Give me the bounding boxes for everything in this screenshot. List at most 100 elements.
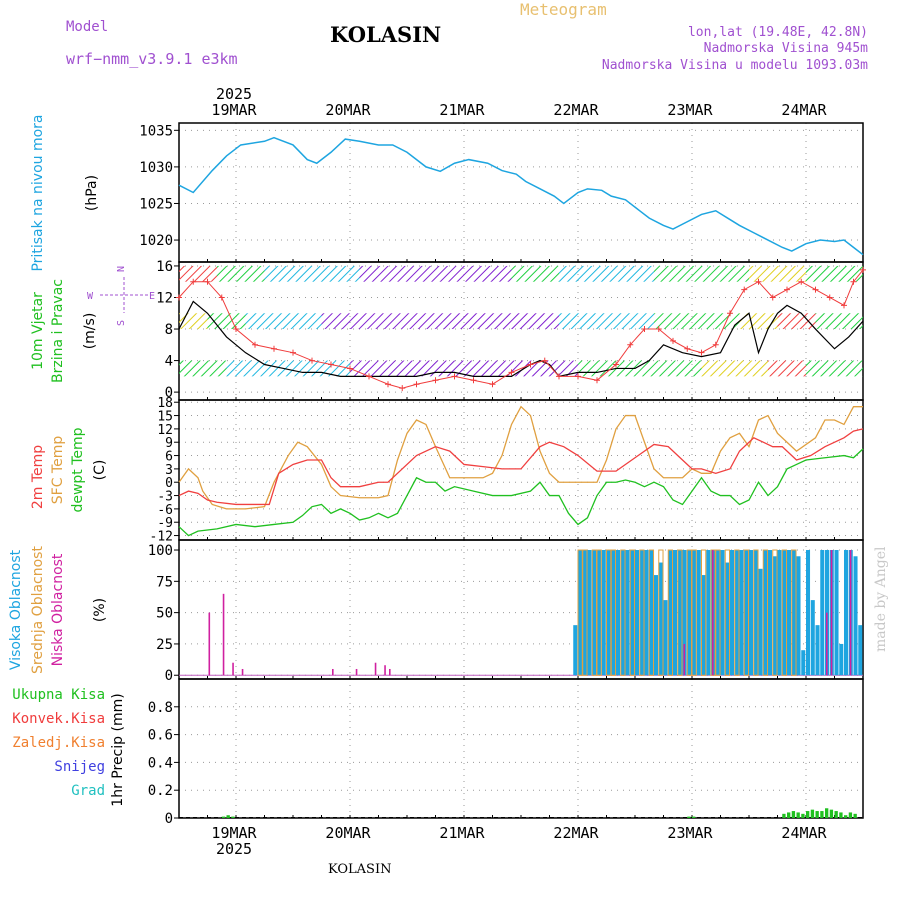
wind-direction-band-0 [654, 265, 749, 282]
cloud-low-bar [332, 668, 334, 676]
y-tick-label: 50 [156, 606, 173, 622]
cloud-high-bar [644, 550, 649, 676]
cloud-mid-bar [762, 549, 769, 676]
wind-gust-marker [698, 349, 705, 356]
y-tick-label: 0.6 [148, 728, 173, 744]
cloud-mid-bar [629, 549, 636, 676]
x-tick-label-top: 19MAR [211, 101, 257, 119]
wind-direction-band-2 [179, 360, 227, 377]
x-tick-label-top: 24MAR [781, 101, 827, 119]
cloud-low-bar [355, 668, 358, 676]
cloud-high-bar [744, 550, 749, 676]
x-tick-label-bottom: 20MAR [325, 824, 371, 842]
wind-gust-marker [798, 278, 805, 285]
pressure-units: (hPa) [84, 175, 100, 211]
x-tick-label-top: 21MAR [439, 101, 485, 119]
wind-direction-band-0 [179, 265, 217, 282]
y-tick-label: 0.4 [148, 755, 173, 771]
cloud-high-bar [777, 550, 782, 676]
wind-gust-marker [727, 310, 733, 317]
y-tick-label: 4 [165, 354, 173, 370]
dewpoint-line [178, 448, 864, 537]
wind-direction-band-0 [511, 265, 559, 282]
y-tick-label: 0 [165, 811, 173, 827]
y-tick-label: 0 [165, 385, 173, 401]
wind-gust-marker [541, 357, 548, 364]
cloud-high-bar [578, 550, 583, 676]
compass-s: S [116, 320, 127, 326]
wind-gust-marker [755, 278, 762, 285]
cloud-high-bar [720, 550, 725, 676]
wind-gust-marker [176, 294, 182, 301]
wind-gust-marker [641, 326, 648, 333]
cloud-high-bar [601, 550, 606, 676]
lonlat-label: lon,lat (19.48E, 42.8N) [687, 25, 868, 40]
wind-gust-marker [190, 278, 197, 285]
precip-legend-item: Snijeg [54, 759, 105, 775]
pressure-line [178, 136, 864, 256]
wind-gust-marker [670, 337, 676, 344]
cloud-high-bar [839, 643, 844, 676]
cloud-high-bar [682, 550, 687, 676]
wind-direction-band-0 [749, 265, 806, 282]
wind-gust-marker [826, 294, 833, 301]
cloud-high-bar [639, 550, 644, 676]
wind-gust-marker [841, 302, 847, 309]
wind-speed-line [178, 300, 864, 378]
cloud-high-bar [692, 550, 697, 676]
cloud-mid-bar [639, 549, 645, 676]
y-tick-label: 75 [156, 574, 173, 590]
y-tick-label: 1035 [139, 123, 173, 139]
precip-total-bar [791, 811, 796, 818]
wind-gust-marker [850, 278, 857, 285]
wind-gust-marker [271, 345, 277, 352]
wind-direction-band-2 [806, 360, 863, 377]
wind-gust-marker [366, 373, 372, 380]
precip-total-bar [806, 811, 810, 818]
wind-gust-marker [556, 373, 562, 380]
cloud-high-bar [673, 550, 678, 676]
y-tick-label: -12 [150, 530, 173, 545]
cloud-high-bar [820, 550, 825, 676]
panel-frame-pressure [178, 122, 864, 263]
cloud-mid-bar [743, 549, 750, 676]
wind-gust-marker [594, 377, 600, 384]
wind-direction-band-2 [578, 360, 702, 377]
cloud-high-bar [806, 550, 811, 676]
cloud-mid-bar [677, 549, 683, 676]
wind-direction-band-1 [815, 313, 863, 330]
precip-total-bar [839, 812, 843, 818]
wind-gust-marker [627, 341, 634, 348]
x-tick-label-bottom: 24MAR [781, 824, 827, 842]
y-tick-label: 1030 [139, 160, 173, 176]
x-tick-label-top: 20MAR [325, 101, 371, 119]
cloud-low-bar [712, 550, 714, 676]
model-name: wrf−nmm_v3.9.1 e3km [66, 50, 238, 68]
model-label: Model [66, 19, 109, 35]
wind-direction-band-1 [739, 313, 778, 330]
precip-total-bar [844, 815, 848, 818]
cloud-low-bar [384, 665, 386, 676]
cloud-high-bar [758, 568, 763, 676]
sfc_temp-line [178, 405, 863, 510]
wind-direction-band-1 [245, 313, 322, 330]
wind-gust-marker [252, 341, 258, 348]
cloud-high-bar [782, 550, 787, 676]
wind-direction-band-0 [806, 265, 863, 282]
cloud-high-bar [573, 625, 578, 676]
cloud-high-bar [715, 550, 720, 676]
cloud-high-bar [834, 550, 839, 676]
wind-gust-marker [233, 326, 239, 333]
precip-total-bar [820, 811, 824, 818]
altitude-label: Nadmorska Visina 945m [703, 41, 868, 56]
cloud-high-bar [810, 600, 815, 676]
compass-w: W [87, 291, 94, 302]
y-tick-label: 0 [165, 476, 173, 491]
wind-direction-band-1 [321, 313, 559, 330]
cloud-high-bar [701, 575, 706, 676]
cloud-low-bar [830, 550, 833, 676]
precip-legend-item: Grad [71, 783, 105, 799]
wind-gust-marker [218, 294, 225, 301]
temp-title-2: SFC Temp [50, 436, 66, 505]
precip-total-bar [221, 816, 226, 818]
